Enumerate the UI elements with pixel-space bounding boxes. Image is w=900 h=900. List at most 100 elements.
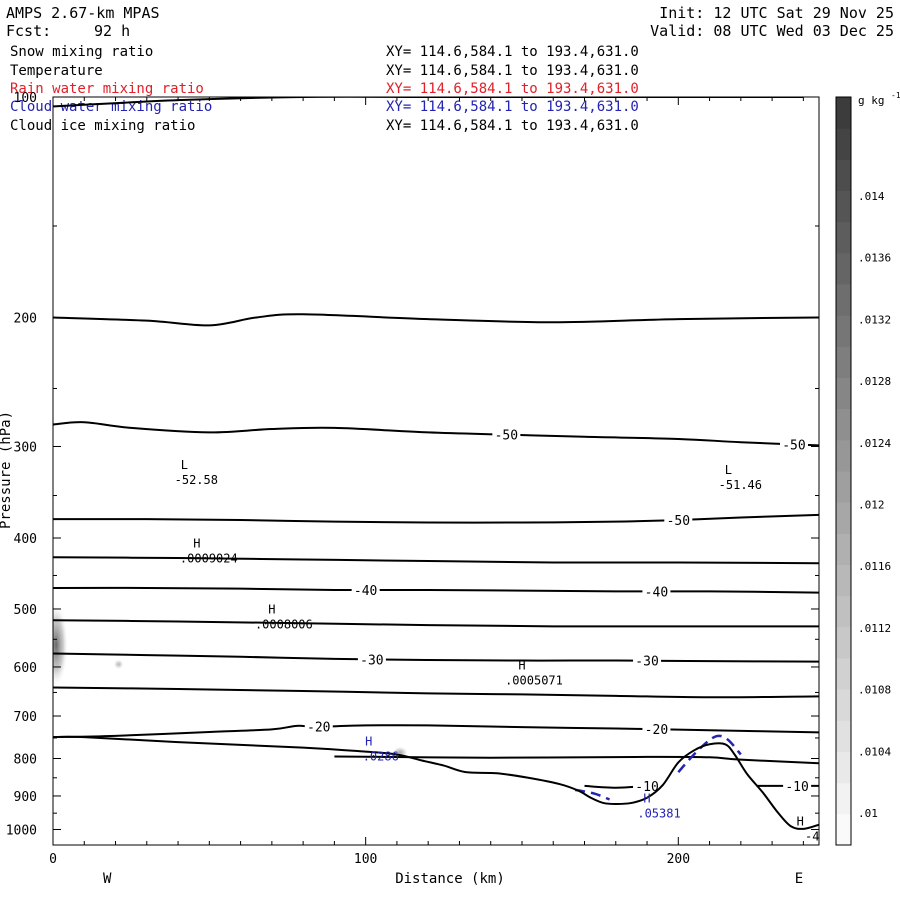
colorbar-unit-superscript: -1 (891, 91, 900, 100)
mixing-ratio-contour (53, 619, 819, 628)
colorbar-step (836, 658, 851, 690)
mixing-ratio-contour (334, 755, 819, 765)
plot-frame (52, 96, 820, 846)
legend-xy-rain: XY= 114.6,584.1 to 193.4,631.0 (386, 81, 639, 97)
extremum-value: .0009024 (180, 551, 238, 565)
colorbar-step (836, 502, 851, 534)
extremum-marker-h: H (268, 602, 275, 616)
temperature-contour (53, 513, 819, 524)
temperature-contour-label: -40 (645, 585, 668, 600)
colorbar-step (836, 128, 851, 160)
extremum-value: .0005071 (505, 674, 563, 688)
cloud-ice-shading (113, 659, 124, 670)
colorbar-tick-label: .0116 (858, 560, 891, 573)
temperature-contour (53, 421, 819, 447)
mixing-ratio-contour (53, 556, 819, 565)
legend-xy-cloud-water: XY= 114.6,584.1 to 193.4,631.0 (386, 99, 639, 115)
legend-xy-temperature: XY= 114.6,584.1 to 193.4,631.0 (386, 63, 639, 79)
contour-label-bg (633, 653, 662, 668)
y-tick-label: 900 (14, 790, 37, 805)
colorbar-frame (835, 96, 852, 846)
mixing-ratio-contour (53, 313, 819, 327)
colorbar-step (836, 782, 851, 815)
temperature-contour-label: -30 (635, 655, 658, 670)
temperature-contour-label: -50 (782, 438, 805, 453)
mixing-ratio-contour (53, 686, 819, 699)
colorbar-step (836, 751, 851, 784)
colorbar-step (836, 284, 851, 316)
contour-label-bg (783, 778, 812, 793)
model-title: AMPS 2.67-km MPAS (6, 4, 160, 22)
extremum-value: .0008006 (255, 617, 313, 631)
extremum-marker-h: H (193, 536, 200, 550)
terrain-line (53, 735, 819, 830)
extremum-value: .05381 (637, 806, 680, 820)
temperature-contour (53, 586, 819, 594)
colorbar-tick-label: .0136 (858, 252, 891, 265)
colorbar-tick-label: .0128 (858, 375, 891, 388)
colorbar-step (836, 689, 851, 721)
legend-label-rain: Rain water mixing ratio (10, 81, 204, 97)
colorbar-step (836, 315, 851, 347)
legend-xy-snow: XY= 114.6,584.1 to 193.4,631.0 (386, 44, 639, 60)
y-tick-label: 300 (14, 440, 37, 455)
valid-time: Valid: 08 UTC Wed 03 Dec 25 (650, 22, 894, 40)
y-tick-label: 200 (14, 311, 37, 326)
temperature-contour-label: -20 (307, 721, 330, 736)
colorbar-tick-label: .01 (858, 807, 878, 820)
cloud-water-contour (677, 734, 742, 773)
y-tick-label: 100 (14, 91, 37, 106)
colorbar-step (836, 533, 851, 565)
contour-label-bg (492, 427, 521, 442)
extremum-marker-l: L (181, 458, 188, 472)
x-end-label-east: E (795, 871, 803, 887)
colorbar-tick-label: .0112 (858, 622, 891, 635)
colorbar-tick-label: .014 (858, 190, 885, 203)
y-axis-label: Pressure (hPa) (0, 411, 14, 529)
temperature-contour (53, 724, 819, 739)
colorbar-tick-label: .012 (858, 499, 885, 512)
legend-label-temperature: Temperature (10, 63, 103, 79)
x-end-label-west: W (103, 871, 112, 887)
colorbar-step (836, 159, 851, 191)
colorbar-tick-label: .0124 (858, 437, 891, 450)
colorbar-step (836, 97, 851, 129)
temperature-contour-label: -50 (667, 514, 690, 529)
contour-label-bg (633, 778, 662, 793)
cloud-ice-shading (53, 603, 69, 688)
colorbar-step (836, 439, 851, 472)
colorbar-step (836, 408, 851, 441)
colorbar-step (836, 377, 851, 410)
colorbar-step (836, 346, 851, 378)
colorbar-tick-label: .0108 (858, 684, 891, 697)
contour-label-bg (779, 437, 808, 452)
extremum-marker-h: H (797, 814, 804, 828)
extremum-value: -51.46 (719, 478, 762, 492)
legend-label-snow: Snow mixing ratio (10, 44, 154, 60)
extremum-value: .0286 (363, 750, 399, 764)
x-axis-label: Distance (km) (395, 871, 505, 887)
y-tick-label: 800 (14, 752, 37, 767)
contour-label-bg (642, 722, 671, 737)
legend-xy-cloud-ice: XY= 114.6,584.1 to 193.4,631.0 (386, 118, 639, 134)
colorbar-step (836, 471, 851, 503)
colorbar-step (836, 252, 851, 285)
temperature-contour (53, 652, 819, 663)
extremum-marker-l: L (725, 463, 732, 477)
legend-label-cloud-ice: Cloud ice mixing ratio (10, 118, 196, 134)
temperature-contour-label: -30 (360, 653, 383, 668)
init-time: Init: 12 UTC Sat 29 Nov 25 (659, 4, 894, 22)
contour-label-bg (664, 513, 693, 528)
colorbar-step (836, 190, 851, 223)
colorbar-step (836, 720, 851, 752)
y-tick-label: 700 (14, 710, 37, 725)
y-tick-label: 1000 (6, 823, 37, 838)
temperature-contour-label: -10 (635, 780, 658, 795)
x-tick-label: 200 (667, 852, 690, 867)
colorbar-tick-label: .0132 (858, 313, 891, 326)
y-tick-label: 500 (14, 603, 37, 618)
temperature-contour-label: -20 (645, 723, 668, 738)
forecast-hour-value: 92 h (94, 22, 131, 40)
x-tick-label: 0 (49, 852, 57, 867)
